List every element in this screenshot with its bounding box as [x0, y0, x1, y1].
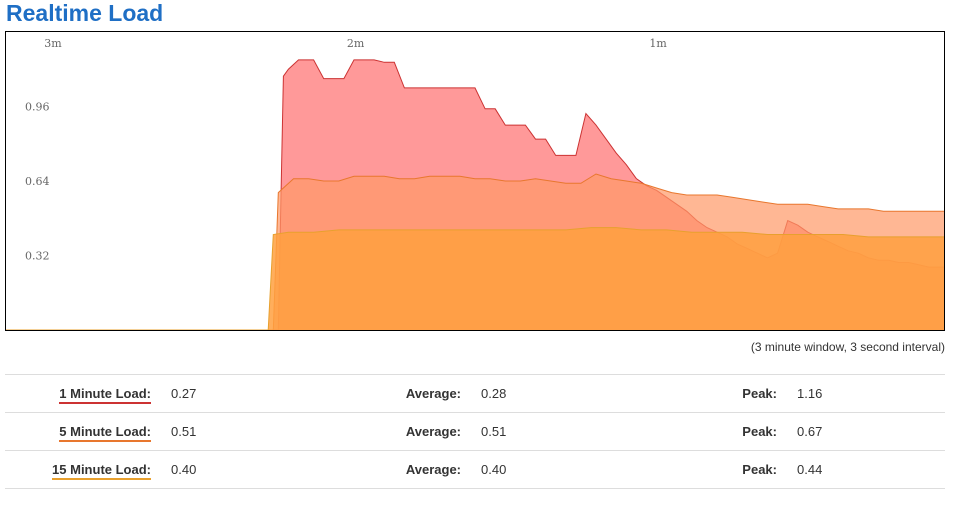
y-tick-label: 0.96	[25, 101, 50, 114]
load-1min-average: 0.28	[469, 374, 737, 413]
average-label: Average:	[401, 450, 469, 489]
peak-label: Peak:	[737, 450, 785, 489]
page-title: Realtime Load	[6, 0, 164, 26]
average-label: Average:	[401, 374, 469, 413]
load-stats-table: 1 Minute Load: 0.27 Average: 0.28 Peak: …	[5, 374, 945, 489]
y-tick-label: 0.64	[25, 175, 50, 188]
load-5min-peak: 0.67	[785, 412, 945, 451]
series-line-5-minute-load	[6, 173, 944, 330]
table-row: 5 Minute Load: 0.51 Average: 0.51 Peak: …	[5, 412, 945, 451]
load-5min-average: 0.51	[469, 412, 737, 451]
load-15min-average: 0.40	[469, 450, 737, 489]
load-15min-label: 15 Minute Load:	[52, 462, 151, 480]
peak-label: Peak:	[737, 374, 785, 413]
row-label-cell: 1 Minute Load:	[5, 374, 159, 413]
x-tick-label: 3m	[44, 37, 62, 50]
load-chart-svg: 3m 2m 1m 0.32 0.64 0.96	[6, 37, 944, 330]
load-15min-peak: 0.44	[785, 450, 945, 489]
x-tick-labels: 3m 2m 1m	[44, 37, 667, 50]
load-15min-value: 0.40	[159, 450, 401, 489]
chart-areas	[6, 59, 944, 330]
load-5min-value: 0.51	[159, 412, 401, 451]
average-label: Average:	[401, 412, 469, 451]
x-tick-label: 2m	[347, 37, 365, 50]
row-label-cell: 15 Minute Load:	[5, 450, 159, 489]
load-chart: 3m 2m 1m 0.32 0.64 0.96	[5, 31, 945, 331]
window-note: (3 minute window, 3 second interval)	[750, 340, 945, 354]
series-line-15-minute-load	[6, 227, 944, 330]
row-label-cell: 5 Minute Load:	[5, 412, 159, 451]
load-1min-value: 0.27	[159, 374, 401, 413]
peak-label: Peak:	[737, 412, 785, 451]
table-row: 1 Minute Load: 0.27 Average: 0.28 Peak: …	[5, 374, 945, 413]
y-tick-label: 0.32	[25, 250, 50, 263]
load-5min-label: 5 Minute Load:	[59, 424, 151, 442]
table-row: 15 Minute Load: 0.40 Average: 0.40 Peak:…	[5, 450, 945, 489]
series-area-15-minute-load	[6, 227, 944, 330]
x-tick-label: 1m	[649, 37, 667, 50]
load-1min-peak: 1.16	[785, 374, 945, 413]
load-1min-label: 1 Minute Load:	[59, 386, 151, 404]
y-tick-labels: 0.32 0.64 0.96	[25, 101, 50, 263]
